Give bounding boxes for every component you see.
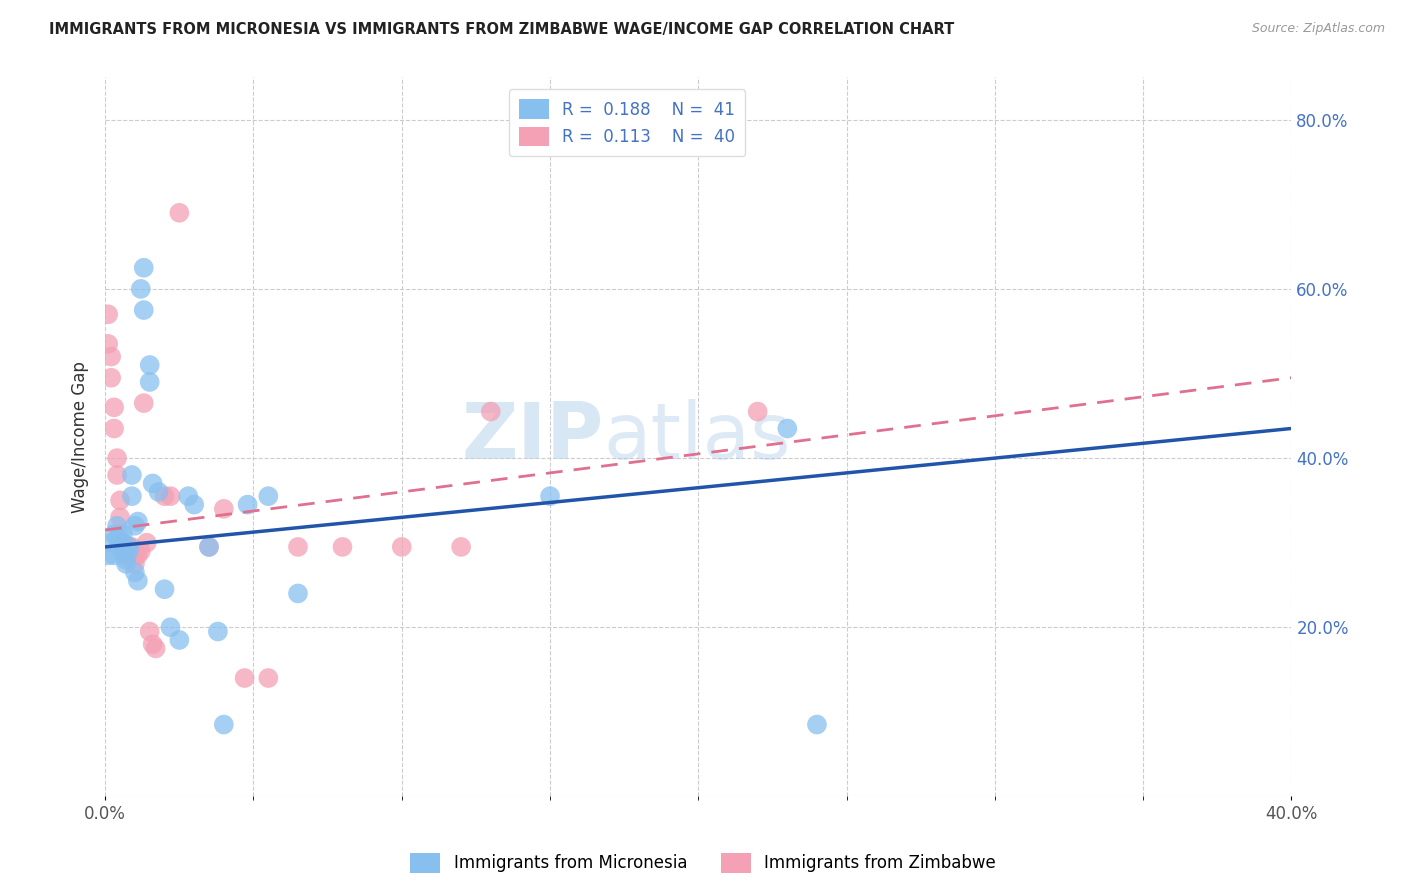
Point: [153, 489, 176, 503]
Point: [108, 493, 131, 508]
Point: [233, 671, 256, 685]
Point: [207, 624, 229, 639]
Point: [100, 370, 122, 384]
Point: [138, 358, 160, 372]
Point: [124, 566, 146, 580]
Point: [806, 717, 828, 731]
Point: [111, 544, 134, 558]
Point: [142, 476, 165, 491]
Point: [159, 489, 181, 503]
Point: [177, 489, 200, 503]
Point: [127, 574, 149, 588]
Point: [391, 540, 413, 554]
Point: [132, 396, 155, 410]
Point: [169, 206, 191, 220]
Point: [153, 582, 176, 597]
Point: [100, 535, 122, 549]
Point: [236, 498, 259, 512]
Point: [127, 515, 149, 529]
Point: [115, 552, 138, 566]
Point: [100, 350, 122, 364]
Point: [776, 421, 799, 435]
Point: [121, 489, 143, 503]
Point: [747, 404, 769, 418]
Point: [127, 549, 149, 563]
Point: [115, 557, 138, 571]
Point: [118, 540, 141, 554]
Point: [159, 620, 181, 634]
Point: [257, 671, 280, 685]
Point: [198, 540, 221, 554]
Legend: R =  0.188    N =  41, R =  0.113    N =  40: R = 0.188 N = 41, R = 0.113 N = 40: [509, 89, 745, 156]
Point: [212, 501, 235, 516]
Point: [105, 532, 128, 546]
Point: [111, 540, 134, 554]
Legend: Immigrants from Micronesia, Immigrants from Zimbabwe: Immigrants from Micronesia, Immigrants f…: [404, 847, 1002, 880]
Point: [183, 498, 205, 512]
Point: [108, 532, 131, 546]
Point: [132, 303, 155, 318]
Point: [108, 510, 131, 524]
Point: [103, 401, 125, 415]
Point: [105, 518, 128, 533]
Point: [105, 468, 128, 483]
Point: [135, 535, 157, 549]
Point: [138, 375, 160, 389]
Point: [124, 518, 146, 533]
Point: [538, 489, 561, 503]
Point: [124, 549, 146, 563]
Point: [103, 527, 125, 541]
Point: [169, 632, 191, 647]
Point: [148, 484, 170, 499]
Point: [108, 540, 131, 554]
Point: [97, 549, 120, 563]
Point: [115, 544, 138, 558]
Point: [115, 549, 138, 563]
Point: [145, 641, 167, 656]
Point: [97, 307, 120, 321]
Point: [121, 544, 143, 558]
Point: [124, 557, 146, 571]
Point: [287, 540, 309, 554]
Point: [103, 421, 125, 435]
Point: [121, 468, 143, 483]
Point: [105, 451, 128, 466]
Point: [138, 624, 160, 639]
Point: [212, 717, 235, 731]
Point: [103, 549, 125, 563]
Y-axis label: Wage/Income Gap: Wage/Income Gap: [72, 361, 89, 513]
Point: [479, 404, 502, 418]
Point: [450, 540, 472, 554]
Text: IMMIGRANTS FROM MICRONESIA VS IMMIGRANTS FROM ZIMBABWE WAGE/INCOME GAP CORRELATI: IMMIGRANTS FROM MICRONESIA VS IMMIGRANTS…: [49, 22, 955, 37]
Point: [118, 540, 141, 554]
Point: [97, 337, 120, 351]
Point: [129, 282, 152, 296]
Point: [142, 637, 165, 651]
Point: [111, 535, 134, 549]
Point: [118, 549, 141, 563]
Point: [129, 544, 152, 558]
Point: [332, 540, 354, 554]
Text: Source: ZipAtlas.com: Source: ZipAtlas.com: [1251, 22, 1385, 36]
Text: ZIP: ZIP: [461, 399, 603, 475]
Point: [287, 586, 309, 600]
Point: [121, 540, 143, 554]
Text: atlas: atlas: [603, 399, 792, 475]
Point: [132, 260, 155, 275]
Point: [111, 527, 134, 541]
Point: [118, 544, 141, 558]
Point: [257, 489, 280, 503]
Point: [198, 540, 221, 554]
